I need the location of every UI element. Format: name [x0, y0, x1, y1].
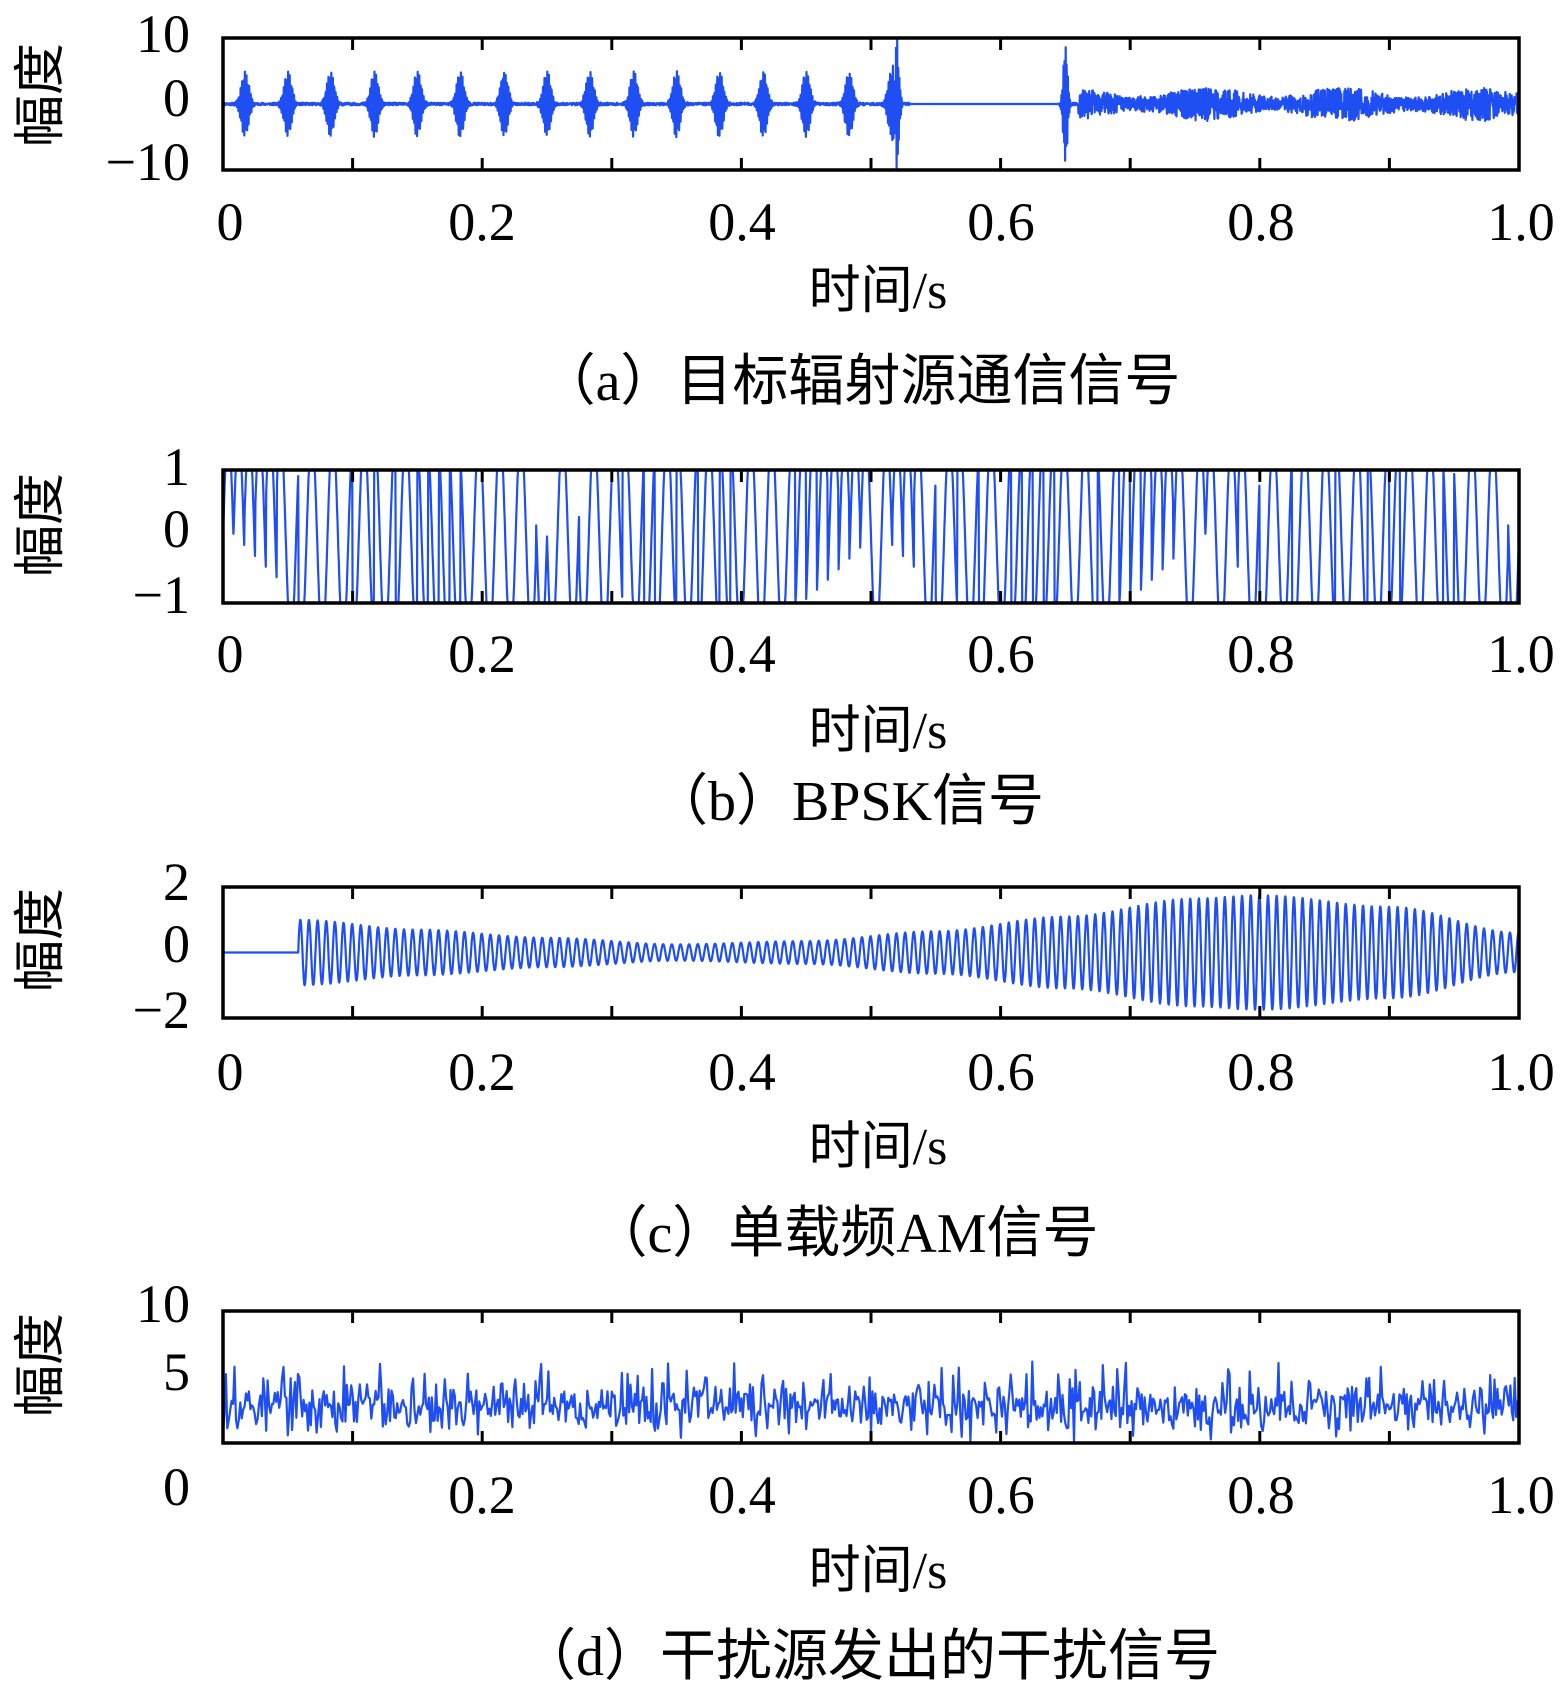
- panel-b-ytick-mid: 0: [163, 499, 190, 559]
- panel-c-ytick-mid: 0: [163, 914, 190, 974]
- panel-d-ytick-top: 10: [136, 1274, 190, 1334]
- panel-b-signal-trace: [223, 470, 1519, 603]
- panel-c-xtick-4: 0.8: [1227, 1042, 1295, 1102]
- panel-a-ytick-mid: 0: [163, 68, 190, 128]
- panel-b-ylabel: 幅度: [13, 473, 70, 577]
- panel-b-caption: （b）BPSK信号: [652, 771, 1044, 833]
- panel-d-signal-trace: [223, 1362, 1519, 1442]
- panel-c: 幅度 2 0 −2 0 0.2 0.4 0.6 0.8 1.0 时间/s （c）…: [13, 852, 1555, 1265]
- panel-b-xtick-5: 1.0: [1487, 624, 1555, 684]
- panel-a: 幅度 10 0 −10 0 0.2 0.4 0.6 0.8 1.0 时间/s （…: [13, 4, 1555, 413]
- panel-b-xtick-4: 0.8: [1227, 624, 1295, 684]
- panel-a-xtick-3: 0.6: [967, 192, 1035, 252]
- panel-a-ylabel: 幅度: [13, 43, 70, 147]
- panel-d-ytick-mid: 5: [163, 1342, 190, 1402]
- panel-b-ytick-bottom: −1: [133, 565, 190, 625]
- panel-a-xtick-2: 0.4: [708, 192, 776, 252]
- panel-c-xlabel: 时间/s: [809, 1119, 948, 1176]
- panel-a-xtick-0: 0: [217, 192, 244, 252]
- panel-a-xtick-5: 1.0: [1487, 192, 1555, 252]
- panel-d-xtick-4: 0.8: [1227, 1465, 1295, 1525]
- panel-a-ytick-top: 10: [136, 4, 190, 64]
- panel-b-ytick-top: 1: [163, 437, 190, 497]
- panel-d-xtick-2: 0.4: [708, 1465, 776, 1525]
- panel-a-xtick-1: 0.2: [448, 192, 516, 252]
- panel-a-caption: （a）目标辐射源通信信号: [540, 351, 1181, 413]
- panel-d-ytick-bottom: 0: [163, 1457, 190, 1517]
- panel-b-xtick-0: 0: [217, 624, 244, 684]
- panel-c-xtick-1: 0.2: [448, 1042, 516, 1102]
- panel-a-signal-trace: [223, 38, 1519, 170]
- panel-d: 幅度 10 5 0 0.2 0.4 0.6 0.8 1.0 时间/s （d）干扰…: [13, 1274, 1555, 1688]
- panel-b-xtick-3: 0.6: [967, 624, 1035, 684]
- panel-a-ytick-bottom: −10: [106, 132, 190, 192]
- panel-c-ytick-bottom: −2: [133, 980, 190, 1040]
- panel-b-xlabel: 时间/s: [809, 703, 948, 760]
- panel-a-xtick-4: 0.8: [1227, 192, 1295, 252]
- panel-d-xtick-5: 1.0: [1487, 1465, 1555, 1525]
- panel-b-xtick-1: 0.2: [448, 624, 516, 684]
- panel-d-caption: （d）干扰源发出的干扰信号: [520, 1626, 1220, 1688]
- panel-c-ylabel: 幅度: [13, 888, 70, 992]
- panel-c-ytick-top: 2: [163, 852, 190, 912]
- panel-a-xlabel: 时间/s: [809, 263, 948, 320]
- panel-d-xlabel: 时间/s: [809, 1543, 948, 1600]
- panel-c-xtick-0: 0: [217, 1042, 244, 1102]
- panel-d-ylabel: 幅度: [13, 1313, 70, 1417]
- panel-c-xtick-2: 0.4: [708, 1042, 776, 1102]
- panel-c-xtick-3: 0.6: [967, 1042, 1035, 1102]
- panel-b: 幅度 1 0 −1 0 0.2 0.4 0.6 0.8 1.0 时间/s （b）…: [13, 437, 1555, 833]
- panel-c-signal-trace: [223, 895, 1519, 1010]
- panel-c-xtick-5: 1.0: [1487, 1042, 1555, 1102]
- panel-d-xtick-3: 0.6: [967, 1465, 1035, 1525]
- panel-b-xtick-2: 0.4: [708, 624, 776, 684]
- panel-d-xtick-1: 0.2: [448, 1465, 516, 1525]
- panel-c-caption: （c）单载频AM信号: [591, 1203, 1098, 1265]
